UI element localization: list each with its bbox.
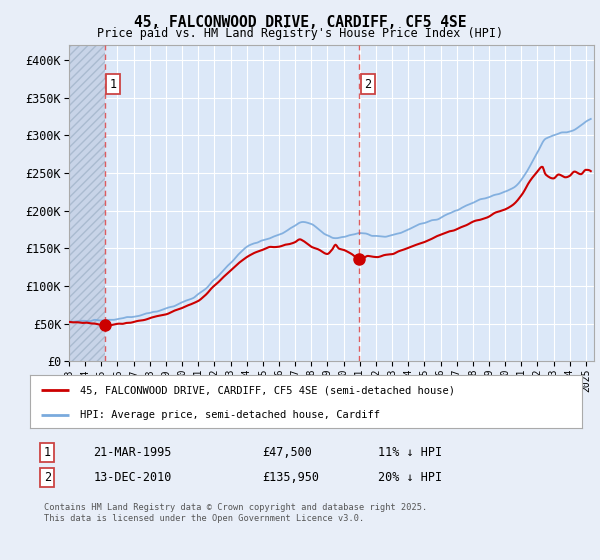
Text: 2: 2 xyxy=(44,471,51,484)
Text: 45, FALCONWOOD DRIVE, CARDIFF, CF5 4SE: 45, FALCONWOOD DRIVE, CARDIFF, CF5 4SE xyxy=(134,15,466,30)
Text: HPI: Average price, semi-detached house, Cardiff: HPI: Average price, semi-detached house,… xyxy=(80,410,380,420)
Text: 13-DEC-2010: 13-DEC-2010 xyxy=(94,471,172,484)
Text: Contains HM Land Registry data © Crown copyright and database right 2025.
This d: Contains HM Land Registry data © Crown c… xyxy=(44,503,427,523)
Text: 21-MAR-1995: 21-MAR-1995 xyxy=(94,446,172,459)
Text: 1: 1 xyxy=(44,446,51,459)
Text: 11% ↓ HPI: 11% ↓ HPI xyxy=(378,446,442,459)
Text: £47,500: £47,500 xyxy=(262,446,312,459)
Text: 20% ↓ HPI: 20% ↓ HPI xyxy=(378,471,442,484)
Bar xyxy=(69,45,105,361)
Text: 1: 1 xyxy=(110,78,117,91)
Text: 2: 2 xyxy=(364,78,371,91)
Text: £135,950: £135,950 xyxy=(262,471,319,484)
Bar xyxy=(69,45,105,361)
Text: 45, FALCONWOOD DRIVE, CARDIFF, CF5 4SE (semi-detached house): 45, FALCONWOOD DRIVE, CARDIFF, CF5 4SE (… xyxy=(80,385,455,395)
Text: Price paid vs. HM Land Registry's House Price Index (HPI): Price paid vs. HM Land Registry's House … xyxy=(97,27,503,40)
